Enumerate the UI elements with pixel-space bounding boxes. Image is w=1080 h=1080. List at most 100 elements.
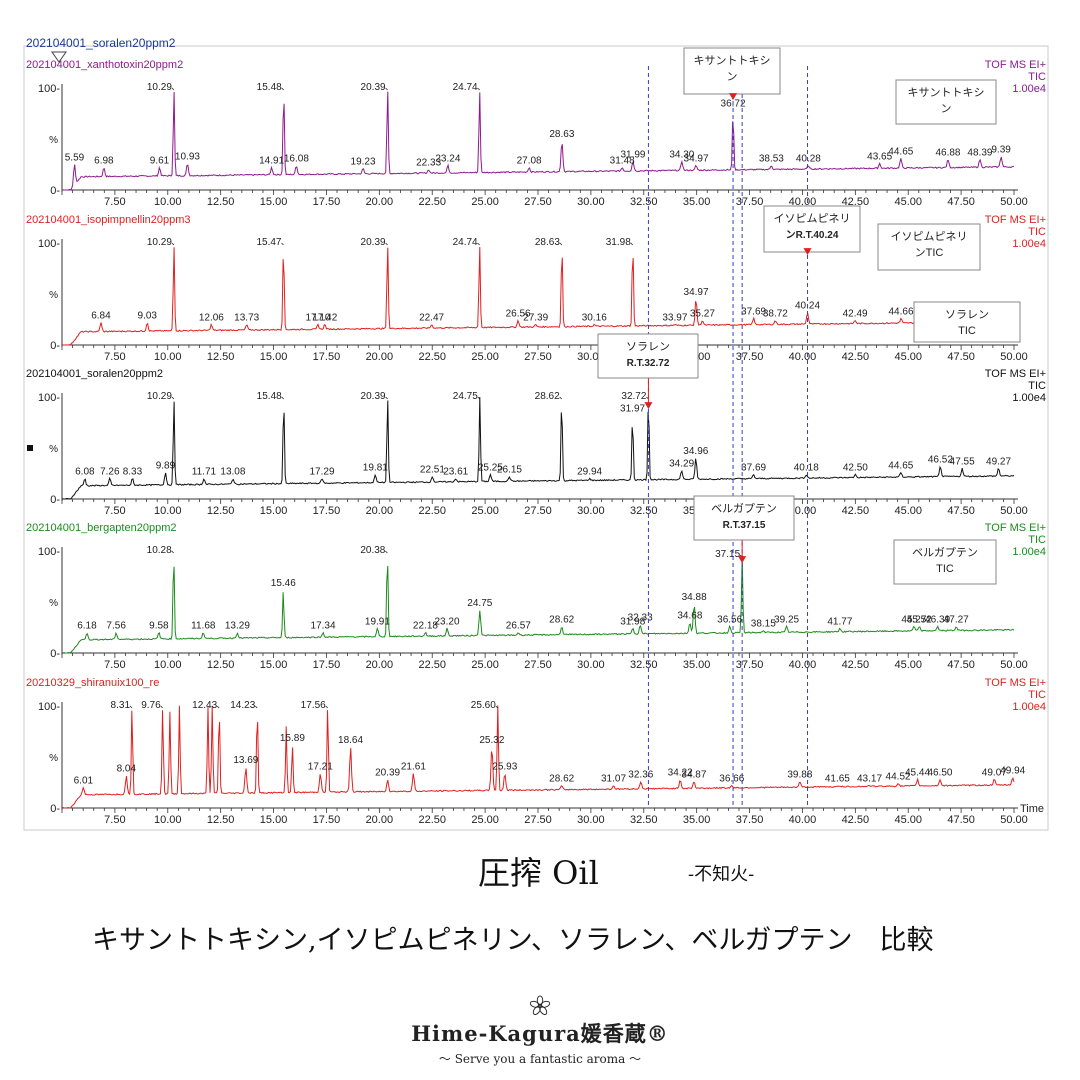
peak-label: 8.31 <box>111 700 131 711</box>
peak-label-tick <box>477 396 481 400</box>
peak-label: 10.29 <box>147 82 172 93</box>
x-tick-label: 25.00 <box>471 505 499 517</box>
peak-label-tick <box>477 242 480 246</box>
peak-label: 45.27 <box>901 614 926 625</box>
peak-label: 13.08 <box>220 467 245 478</box>
callout-box <box>913 301 1021 343</box>
chromatogram-trace <box>61 91 1015 191</box>
x-tick-label: 50.00 <box>1000 659 1028 671</box>
panel-right-label: TIC <box>1028 689 1046 701</box>
peak-label: 37.69 <box>741 463 766 474</box>
peak-label-tick <box>216 705 220 709</box>
x-tick-label: 32.50 <box>630 196 658 208</box>
peak-label: 19.81 <box>363 463 388 474</box>
chromatogram-trace <box>61 705 1015 809</box>
chromatogram-panel-3: 202104001_soralen20ppm2 TOF MS EI+TIC1.00… <box>26 368 1046 517</box>
peak-label: 17.42 <box>312 313 337 324</box>
peak-label: 18.64 <box>338 735 363 746</box>
panel-right-label: TOF MS EI+ <box>985 522 1046 534</box>
x-tick-label: 45.00 <box>894 351 922 363</box>
peak-label: 31.98 <box>620 617 645 628</box>
peak-label: 11.71 <box>192 467 217 478</box>
peak-label: 28.63 <box>535 237 560 248</box>
x-tick-label: 37.50 <box>736 196 764 208</box>
x-tick-label: 25.00 <box>471 196 499 208</box>
peak-label: 10.29 <box>147 391 172 402</box>
peak-label: 22.18 <box>413 621 438 632</box>
chart-frame <box>23 45 1049 831</box>
peak-label-tick <box>171 242 175 246</box>
peak-label: 23.20 <box>435 617 460 628</box>
peak-label: 30.16 <box>582 313 607 324</box>
peak-label: 24.75 <box>467 598 492 609</box>
peak-label: 12.06 <box>199 313 224 324</box>
peak-label: 38.72 <box>763 309 788 320</box>
x-tick-label: 37.50 <box>736 814 764 826</box>
panel-right-label: TOF MS EI+ <box>985 214 1046 226</box>
x-tick-label: 15.00 <box>260 505 288 517</box>
chromatogram-panel-1: 202104001_xanthotoxin20ppm2 TOF MS EI+TIC… <box>26 59 1046 208</box>
chromatogram-panel-5: 20210329_shiranuix100_re TOF MS EI+TIC1.0… <box>26 677 1046 826</box>
peak-label: 7.26 <box>100 467 120 478</box>
peak-label: 15.47 <box>256 237 281 248</box>
peak-label-tick <box>171 550 174 554</box>
peak-label: 32.72 <box>621 391 646 402</box>
peak-label: 34.22 <box>668 767 693 778</box>
peak-label: 34.88 <box>682 592 707 603</box>
x-tick-label: 42.50 <box>842 505 870 517</box>
brand-tagline: ～ Serve you a fantastic aroma ～ <box>438 1052 642 1066</box>
x-tick-label: 20.00 <box>366 814 394 826</box>
chromatogram-trace <box>61 555 1015 654</box>
x-tick-label: 20.00 <box>366 505 394 517</box>
x-tick-label: 17.50 <box>313 505 341 517</box>
peak-label: 10.93 <box>175 151 200 162</box>
peak-label: 35.27 <box>690 309 715 320</box>
panel-right-label: TOF MS EI+ <box>985 368 1046 380</box>
callout-arrow-icon <box>729 93 738 101</box>
peak-label: 34.97 <box>684 287 709 298</box>
peak-label-tick <box>559 396 562 400</box>
peak-label-tick <box>385 396 388 400</box>
peak-label: 42.50 <box>843 463 868 474</box>
peak-label: 45.44 <box>905 767 930 778</box>
peak-label: 17.34 <box>311 621 336 632</box>
y-tick-label: 100- <box>38 238 60 250</box>
peak-label: 17.10 <box>305 313 330 324</box>
y-tick-label: 0- <box>50 803 60 815</box>
x-tick-label: 12.50 <box>207 659 235 671</box>
peak-label: 36.66 <box>719 774 744 785</box>
panel-right-label: 1.00e4 <box>1012 392 1046 404</box>
x-tick-label: 45.00 <box>894 659 922 671</box>
x-tick-label: 7.50 <box>104 505 125 517</box>
x-tick-label: 47.50 <box>947 505 975 517</box>
x-tick-label: 35.00 <box>683 814 711 826</box>
x-tick-label: 20.00 <box>366 196 394 208</box>
x-tick-label: 27.50 <box>524 814 552 826</box>
peak-label: 21.61 <box>401 761 426 772</box>
callout-text: ン <box>941 103 952 115</box>
callout-text: イソピムピネリ <box>774 212 851 225</box>
peak-label: 34.87 <box>681 769 706 780</box>
chromatogram-trace <box>61 246 1015 346</box>
peak-label: 46.52 <box>928 454 953 465</box>
callout-arrow-icon <box>738 556 747 564</box>
panel-right-label: 1.00e4 <box>1012 83 1046 95</box>
callout-text: TIC <box>958 325 976 337</box>
panel-right-label: TOF MS EI+ <box>985 59 1046 71</box>
peak-label: 27.39 <box>523 313 548 324</box>
x-tick-label: 15.00 <box>260 659 288 671</box>
peak-label-tick <box>477 87 480 91</box>
callout-text: ソラレン <box>945 309 989 321</box>
x-tick-label: 50.00 <box>1000 196 1028 208</box>
x-tick-label: 32.50 <box>630 659 658 671</box>
peak-label: 6.01 <box>74 776 94 787</box>
callout-text: ンR.T.40.24 <box>786 230 839 241</box>
x-tick-label: 30.00 <box>577 659 605 671</box>
x-tick-label: 27.50 <box>524 196 552 208</box>
y-tick-label: 100- <box>38 546 60 558</box>
x-tick-label: 22.50 <box>418 814 446 826</box>
callout-box <box>683 47 781 95</box>
callout-text: ンTIC <box>915 247 944 259</box>
x-tick-label: 32.50 <box>630 505 658 517</box>
